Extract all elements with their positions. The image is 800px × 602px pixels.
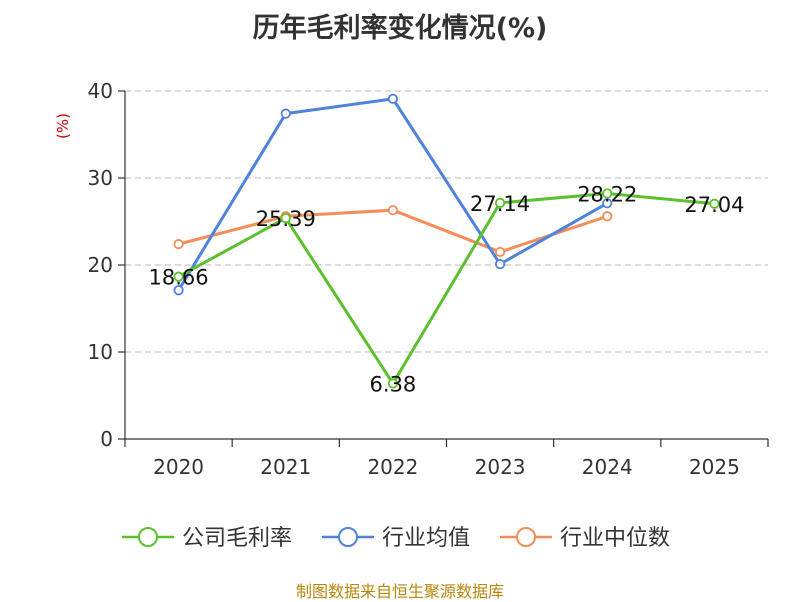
data-point xyxy=(709,198,720,209)
grid-lines xyxy=(125,90,768,353)
data-label: 28.22 xyxy=(577,182,637,206)
data-point xyxy=(387,93,399,104)
data-point xyxy=(494,246,506,258)
y-tick-label: 0 xyxy=(100,427,113,451)
x-tick-label: 2022 xyxy=(367,455,418,479)
data-point xyxy=(173,271,184,282)
x-tick-label: 2023 xyxy=(475,455,526,479)
x-tick-label: 2021 xyxy=(260,455,311,479)
data-label: 18.66 xyxy=(149,266,209,290)
y-tick-label: 30 xyxy=(88,166,113,190)
data-point xyxy=(602,211,613,222)
data-point xyxy=(602,188,613,199)
legend-marker xyxy=(516,527,536,547)
legend-label: 行业均值 xyxy=(382,526,470,551)
y-tick-label: 20 xyxy=(88,253,113,277)
data-point xyxy=(173,239,184,250)
data-labels: 18.66 25.39 6.38 27.14 28.22 27.04 xyxy=(149,182,745,396)
legend-marker xyxy=(138,527,158,547)
data-label: 25.39 xyxy=(256,207,316,231)
data-point xyxy=(602,198,613,209)
data-point xyxy=(494,259,506,270)
data-point xyxy=(387,378,399,389)
legend: 公司毛利率 行业均值 行业中位数 xyxy=(122,526,670,551)
data-point xyxy=(280,213,291,224)
legend-label: 公司毛利率 xyxy=(182,526,292,551)
data-point xyxy=(494,197,506,208)
data-label: 27.04 xyxy=(684,193,744,217)
data-point xyxy=(280,108,291,119)
series-line xyxy=(178,208,608,254)
legend-marker xyxy=(338,527,358,547)
chart-title: 历年毛利率变化情况(%) xyxy=(252,13,548,44)
y-axis-label: (%) xyxy=(54,113,72,139)
source-note: 制图数据来自恒生聚源数据库 xyxy=(295,582,504,601)
x-tick-label: 2025 xyxy=(689,455,740,479)
series-lines xyxy=(173,93,720,389)
x-tick-label: 2020 xyxy=(153,455,204,479)
y-tick-label: 10 xyxy=(88,340,113,364)
data-point xyxy=(387,205,399,216)
data-point xyxy=(173,285,184,296)
series-line xyxy=(177,191,715,385)
data-label: 6.38 xyxy=(370,372,417,396)
axes: 0 10 20 30 40 (%) 2020 2021 2022 2023 2024 2025 xyxy=(54,79,769,479)
series-line xyxy=(177,97,608,292)
legend-label: 行业中位数 xyxy=(560,526,670,551)
y-tick-label: 40 xyxy=(88,79,113,103)
data-label: 27.14 xyxy=(470,192,530,216)
x-tick-label: 2024 xyxy=(582,455,633,479)
